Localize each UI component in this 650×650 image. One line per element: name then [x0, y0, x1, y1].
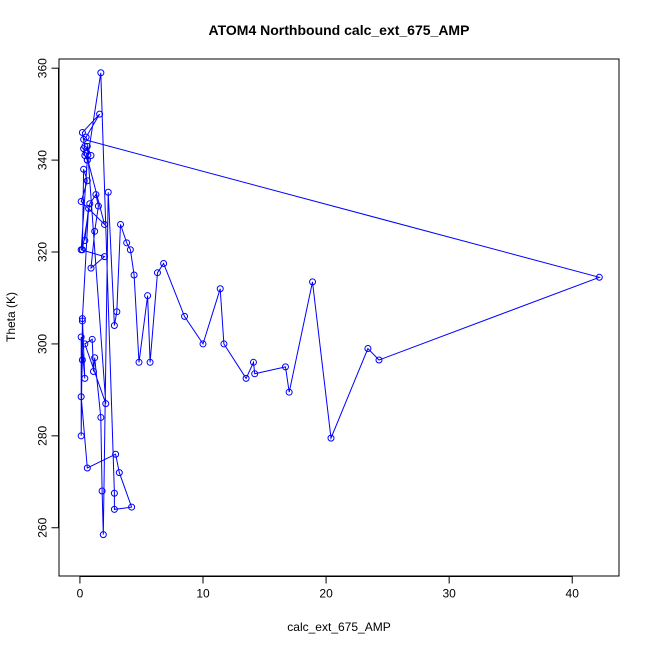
data-point — [81, 374, 89, 382]
data-point — [110, 505, 118, 513]
data-point — [82, 133, 90, 141]
data-point — [80, 145, 88, 153]
data-point — [83, 464, 91, 472]
x-tick-label: 10 — [196, 587, 210, 601]
y-tick-label: 340 — [36, 150, 50, 170]
data-point — [85, 204, 93, 212]
data-point — [96, 110, 104, 118]
data-point — [91, 227, 99, 235]
data-point — [83, 156, 91, 164]
data-point — [123, 239, 131, 247]
data-point — [77, 246, 85, 254]
series-layer — [77, 69, 603, 539]
data-point — [77, 197, 85, 205]
y-tick-label: 280 — [36, 426, 50, 446]
y-tick-label: 260 — [36, 517, 50, 537]
data-point — [160, 260, 168, 268]
data-point — [364, 345, 372, 353]
x-axis-label: calc_ext_675_AMP — [287, 620, 390, 634]
data-point — [92, 191, 100, 199]
data-point — [242, 374, 250, 382]
data-point — [94, 202, 102, 210]
x-tick-label: 30 — [442, 587, 456, 601]
data-point — [249, 358, 257, 366]
data-point — [78, 356, 86, 364]
data-point — [87, 264, 95, 272]
data-point — [77, 393, 85, 401]
data-point — [135, 358, 143, 366]
data-point — [110, 322, 118, 330]
data-point — [78, 317, 86, 325]
data-point — [77, 333, 85, 341]
x-axis: 0 10 20 30 40 — [77, 576, 580, 601]
data-point — [77, 432, 85, 440]
data-point — [78, 129, 86, 137]
data-point — [220, 340, 228, 348]
data-point — [101, 253, 109, 261]
data-point — [110, 489, 118, 497]
data-point — [81, 340, 89, 348]
data-point — [97, 69, 105, 77]
data-point — [104, 188, 112, 196]
data-point — [146, 358, 154, 366]
data-point — [181, 312, 189, 320]
y-tick-label: 360 — [36, 58, 50, 78]
y-axis-label: Theta (K) — [4, 292, 18, 342]
y-tick-label: 300 — [36, 334, 50, 354]
data-point — [117, 220, 125, 228]
y-tick-label: 320 — [36, 242, 50, 262]
data-point — [144, 292, 152, 300]
data-point — [97, 413, 105, 421]
data-point — [375, 356, 383, 364]
data-point — [78, 315, 86, 323]
series-line — [80, 72, 601, 535]
data-point — [101, 220, 109, 228]
data-point — [83, 177, 91, 185]
plot-frame — [58, 58, 620, 577]
x-tick-label: 40 — [566, 587, 580, 601]
x-tick-label: 0 — [77, 587, 84, 601]
x-tick-label: 20 — [319, 587, 333, 601]
data-point — [281, 363, 289, 371]
data-point — [81, 237, 89, 245]
data-point — [115, 469, 123, 477]
data-point — [91, 354, 99, 362]
data-point — [102, 400, 110, 408]
data-point — [112, 450, 120, 458]
data-point — [595, 273, 603, 281]
data-point — [130, 271, 138, 279]
data-point — [86, 200, 94, 208]
chart-title: ATOM4 Northbound calc_ext_675_AMP — [209, 22, 470, 38]
data-point — [309, 278, 317, 286]
data-point — [251, 370, 259, 378]
data-point — [126, 246, 134, 254]
data-point — [98, 487, 106, 495]
data-point — [113, 308, 121, 316]
data-point — [83, 142, 91, 150]
data-point — [99, 531, 107, 539]
data-point — [199, 340, 207, 348]
data-point — [327, 434, 335, 442]
data-point — [89, 367, 97, 375]
data-point — [216, 285, 224, 293]
y-axis: 260 280 300 320 340 360 — [36, 58, 59, 538]
data-point — [88, 335, 96, 343]
data-point — [153, 269, 161, 277]
data-point — [128, 503, 136, 511]
data-point — [80, 165, 88, 173]
data-point — [285, 388, 293, 396]
